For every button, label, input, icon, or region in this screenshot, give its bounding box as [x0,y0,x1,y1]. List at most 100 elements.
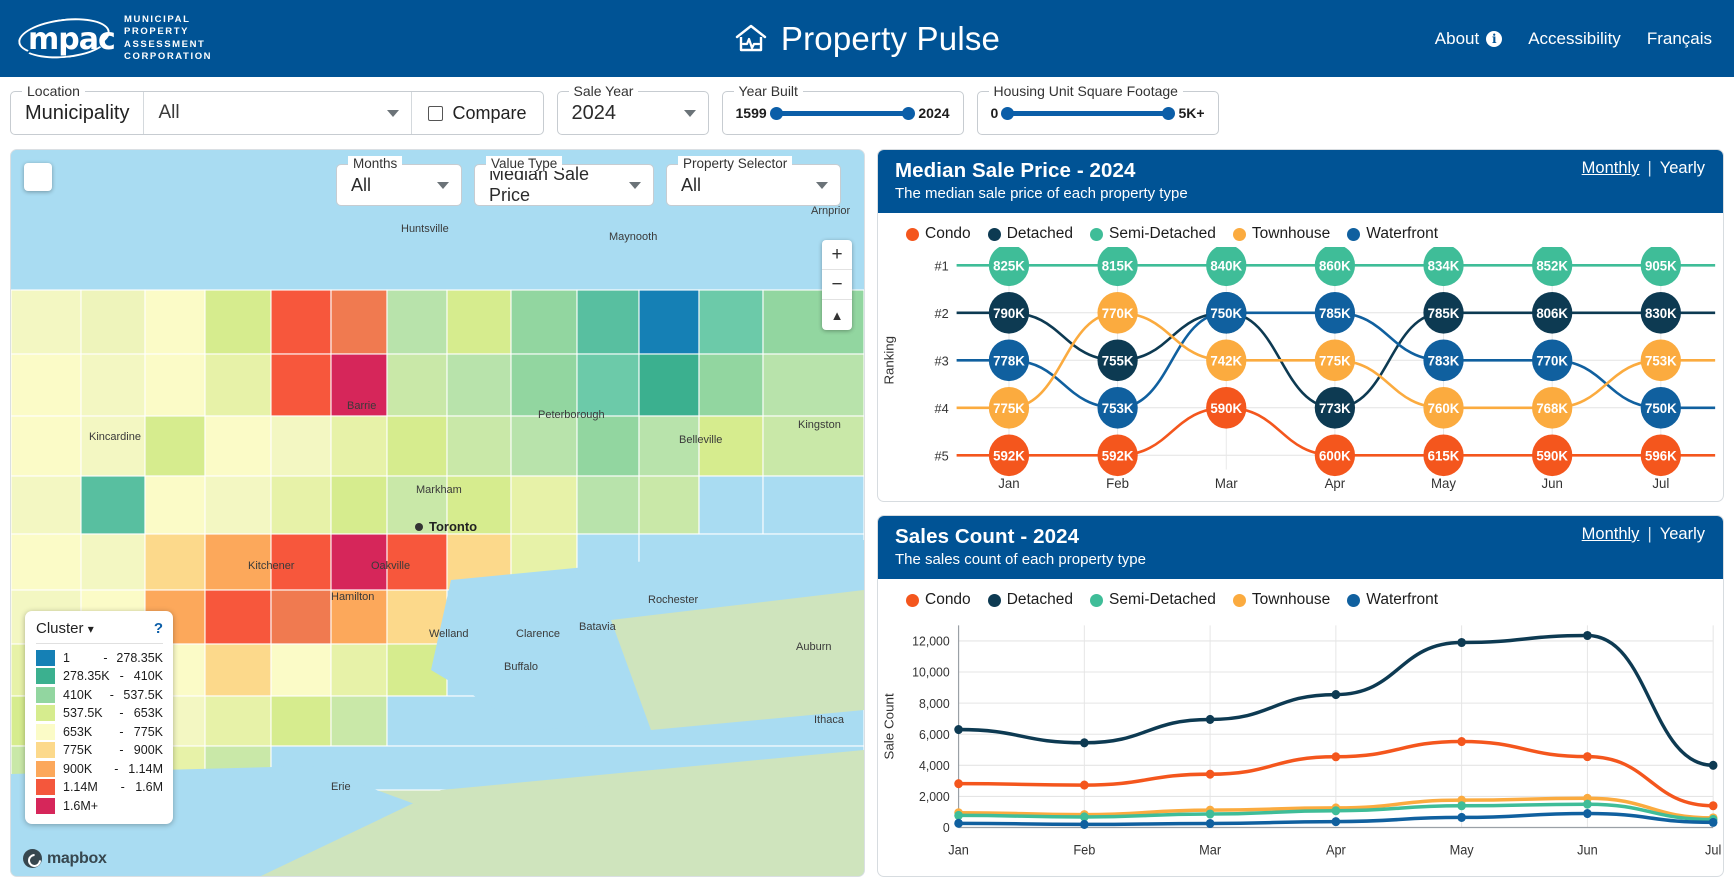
square-footage-slider[interactable]: 0 5K+ [978,92,1218,134]
legend-label-semi-detached: Semi-Detached [1109,591,1216,608]
square-footage-max-handle[interactable] [1162,106,1176,120]
square-footage-min-handle[interactable] [1001,106,1015,120]
year-built-track[interactable] [769,106,916,120]
legend-item-condo[interactable]: Condo [906,591,971,609]
svg-text:Huntsville: Huntsville [401,223,449,235]
year-built-min-handle[interactable] [769,106,783,120]
location-select[interactable]: All [144,92,413,134]
legend-to: 900K [133,743,163,758]
svg-text:Mar: Mar [1199,842,1222,857]
nav-about[interactable]: About i [1435,29,1503,49]
sales-chart-legend: Condo Detached Semi-Detached Townhouse W… [878,579,1723,613]
months-legend: Months [348,156,403,171]
svg-text:10,000: 10,000 [912,665,950,679]
svg-text:760K: 760K [1428,401,1460,416]
property-selector-filter[interactable]: Property Selector All [666,156,841,206]
choropleth-map[interactable]: Huntsville Maynooth Arnprior Barrie Pete… [10,149,865,877]
svg-text:Hamilton: Hamilton [331,591,374,603]
compare-toggle[interactable]: Compare [412,92,542,134]
legend-item-semi-detached[interactable]: Semi-Detached [1090,225,1216,243]
mpac-logo[interactable]: mpac MUNICIPAL PROPERTY ASSESSMENT CORPO… [16,13,212,63]
bump-chart-plot[interactable]: Ranking #1 #2 #3 #4 #5 825K 815K 840K 860K 834K 852… [878,247,1723,501]
sales-count-subtitle: The sales count of each property type [895,551,1146,568]
legend-item-condo[interactable]: Condo [906,225,971,243]
location-filter: Location Municipality All Compare [10,83,544,135]
svg-text:Apr: Apr [1325,476,1346,491]
map-help-icon[interactable]: question-mark-icon [24,163,52,191]
chevron-down-icon [387,109,400,117]
location-type-value[interactable]: Municipality [11,92,145,134]
map-legend-title-text: Cluster [36,619,84,637]
zoom-out-button[interactable]: − [822,270,852,300]
square-footage-legend: Housing Unit Square Footage [988,83,1183,99]
legend-item-semi-detached[interactable]: Semi-Detached [1090,591,1216,609]
bump-chart-svg[interactable]: Ranking #1 #2 #3 #4 #5 825K 815K 840K 860K 834K 852… [878,247,1723,501]
year-built-max-handle[interactable] [902,106,916,120]
svg-text:4,000: 4,000 [919,759,950,773]
value-type-filter[interactable]: Value Type Median Sale Price [474,156,654,206]
sales-count-plot[interactable]: Sale Count 0 2,000 4,000 6,000 8,000 10,000 12,… [878,613,1723,876]
legend-to: 410K [133,669,163,684]
svg-text:Toronto: Toronto [429,519,477,534]
median-toggle-separator: | [1647,159,1652,177]
legend-dash: - [119,743,124,758]
sales-period-toggle[interactable]: Monthly | Yearly [1582,525,1705,544]
svg-text:753K: 753K [1645,353,1677,368]
nav-accessibility[interactable]: Accessibility [1528,28,1621,48]
sale-year-select[interactable]: 2024 [558,92,708,134]
map-canvas[interactable]: Huntsville Maynooth Arnprior Barrie Pete… [11,150,864,876]
logo-wordmark: mpac [28,21,116,57]
legend-item-waterfront[interactable]: Waterfront [1347,225,1438,243]
value-type-select[interactable]: Median Sale Price [475,164,653,205]
median-chart-legend: Condo Detached Semi-Detached Townhouse W… [878,213,1723,247]
compass-icon[interactable]: ▲ [830,307,844,323]
svg-text:Apr: Apr [1326,842,1346,857]
map-legend-help-icon[interactable]: ? [153,619,163,637]
legend-item-detached[interactable]: Detached [987,225,1073,243]
sales-toggle-separator: | [1647,525,1652,543]
legend-dash: - [114,761,119,776]
median-period-toggle[interactable]: Monthly | Yearly [1582,159,1705,178]
svg-text:6,000: 6,000 [919,728,950,742]
svg-text:590K: 590K [1536,448,1568,463]
map-zoom-controls[interactable]: + − ▲ [822,240,852,330]
square-footage-max-value: 5K+ [1178,105,1205,121]
median-toggle-monthly[interactable]: Monthly [1581,159,1640,177]
legend-item-detached[interactable]: Detached [987,591,1074,609]
legend-item-townhouse[interactable]: Townhouse [1232,225,1330,243]
compare-checkbox[interactable] [428,105,444,121]
sales-toggle-yearly[interactable]: Yearly [1659,525,1705,543]
legend-item-waterfront[interactable]: Waterfront [1347,591,1438,609]
map-legend[interactable]: Cluster ▾ ? 1-278.35K 278.35K -410K 410K -… [25,610,173,824]
zoom-in-button[interactable]: + [822,240,852,270]
median-toggle-yearly[interactable]: Yearly [1659,159,1705,177]
legend-dot-condo [906,593,919,607]
map-legend-header[interactable]: Cluster ▾ ? [36,620,163,644]
legend-swatch [36,723,55,740]
legend-dash: - [119,706,124,721]
chevron-down-icon [683,109,696,117]
sales-count-svg[interactable]: Sale Count 0 2,000 4,000 6,000 8,000 10,000 12,… [878,613,1723,876]
mapbox-attribution[interactable]: mapbox [23,849,107,868]
nav-francais[interactable]: Français [1646,28,1712,48]
legend-to: 653K [133,706,163,721]
legend-swatch [36,649,55,666]
year-built-filter: Year Built 1599 2024 [721,83,964,135]
svg-text:755K: 755K [1102,353,1134,368]
map-legend-title[interactable]: Cluster ▾ [36,620,94,637]
property-selector-select[interactable]: All [667,165,840,205]
legend-from: 410K [63,687,93,702]
legend-item-townhouse[interactable]: Townhouse [1232,591,1330,609]
legend-label-detached: Detached [1006,591,1074,608]
months-filter[interactable]: Months All [336,156,462,206]
sale-year-filter[interactable]: Sale Year 2024 [556,83,709,135]
sales-toggle-monthly[interactable]: Monthly [1581,525,1640,543]
months-select[interactable]: All [337,165,461,205]
svg-text:Jan: Jan [948,842,969,857]
square-footage-track[interactable] [1001,106,1176,120]
legend-from: 1.14M [63,780,98,795]
value-type-legend: Value Type [486,156,563,171]
location-legend: Location [22,83,85,99]
svg-text:Rochester: Rochester [648,594,698,606]
year-built-slider[interactable]: 1599 2024 [723,92,963,134]
